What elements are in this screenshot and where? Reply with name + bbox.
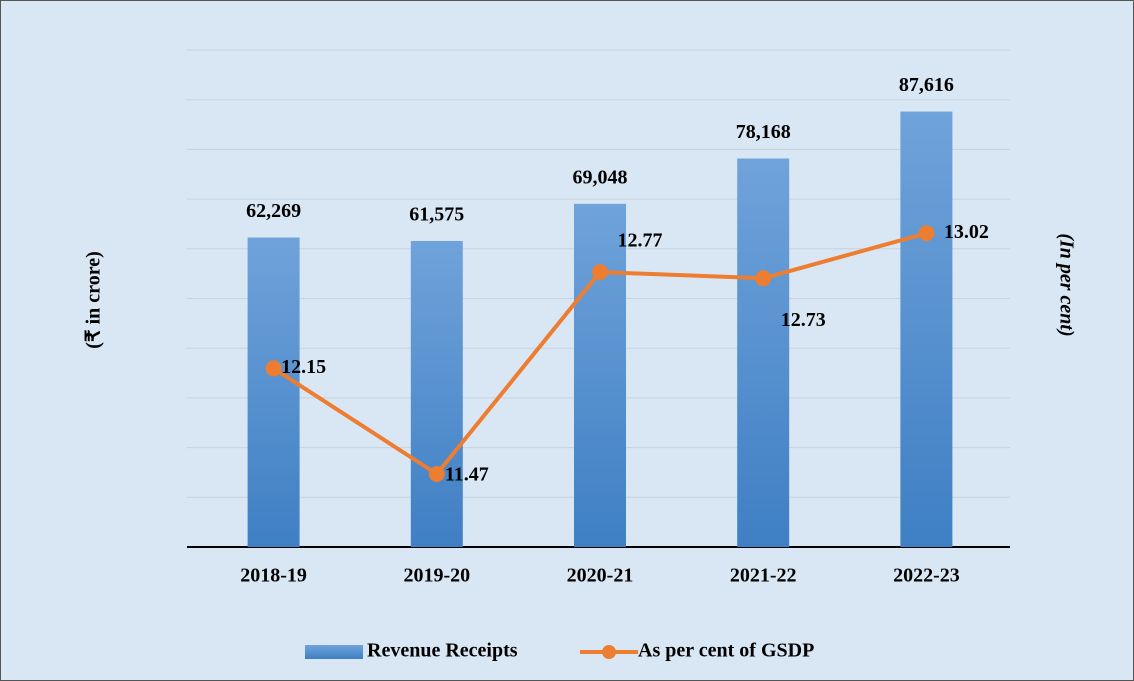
line-marker	[755, 270, 772, 287]
legend-label: As per cent of GSDP	[638, 640, 814, 662]
line-marker	[265, 360, 282, 377]
x-tick-label: 2021-22	[730, 565, 797, 587]
bar	[247, 237, 300, 547]
bar-value-label: 78,168	[736, 121, 791, 143]
line-value-label: 11.47	[445, 464, 489, 486]
bar	[574, 203, 626, 548]
line-value-label: 13.02	[944, 221, 989, 243]
x-tick-label: 2022-23	[893, 565, 960, 587]
bar-value-label: 62,269	[246, 200, 301, 222]
legend-swatch	[305, 645, 363, 659]
line-value-label: 12.73	[781, 309, 826, 331]
line-marker	[592, 264, 608, 281]
bar	[900, 111, 953, 548]
line-marker	[428, 466, 445, 483]
bar	[737, 158, 790, 547]
bar	[410, 240, 463, 548]
legend-marker	[602, 645, 616, 659]
line-marker	[918, 225, 935, 242]
line-value-label: 12.15	[281, 356, 326, 378]
y2-axis-label: (In per cent)	[1055, 233, 1077, 336]
y-axis-label: (₹ in crore)	[83, 251, 105, 349]
bar-value-label: 87,616	[899, 74, 954, 96]
bar-value-label: 69,048	[573, 166, 628, 188]
x-tick-label: 2018-19	[240, 565, 307, 587]
bar-value-label: 61,575	[409, 204, 464, 226]
legend-label: Revenue Receipts	[367, 640, 518, 662]
line-value-label: 12.77	[618, 230, 663, 252]
x-tick-label: 2020-21	[567, 565, 634, 587]
x-tick-label: 2019-20	[403, 565, 470, 587]
